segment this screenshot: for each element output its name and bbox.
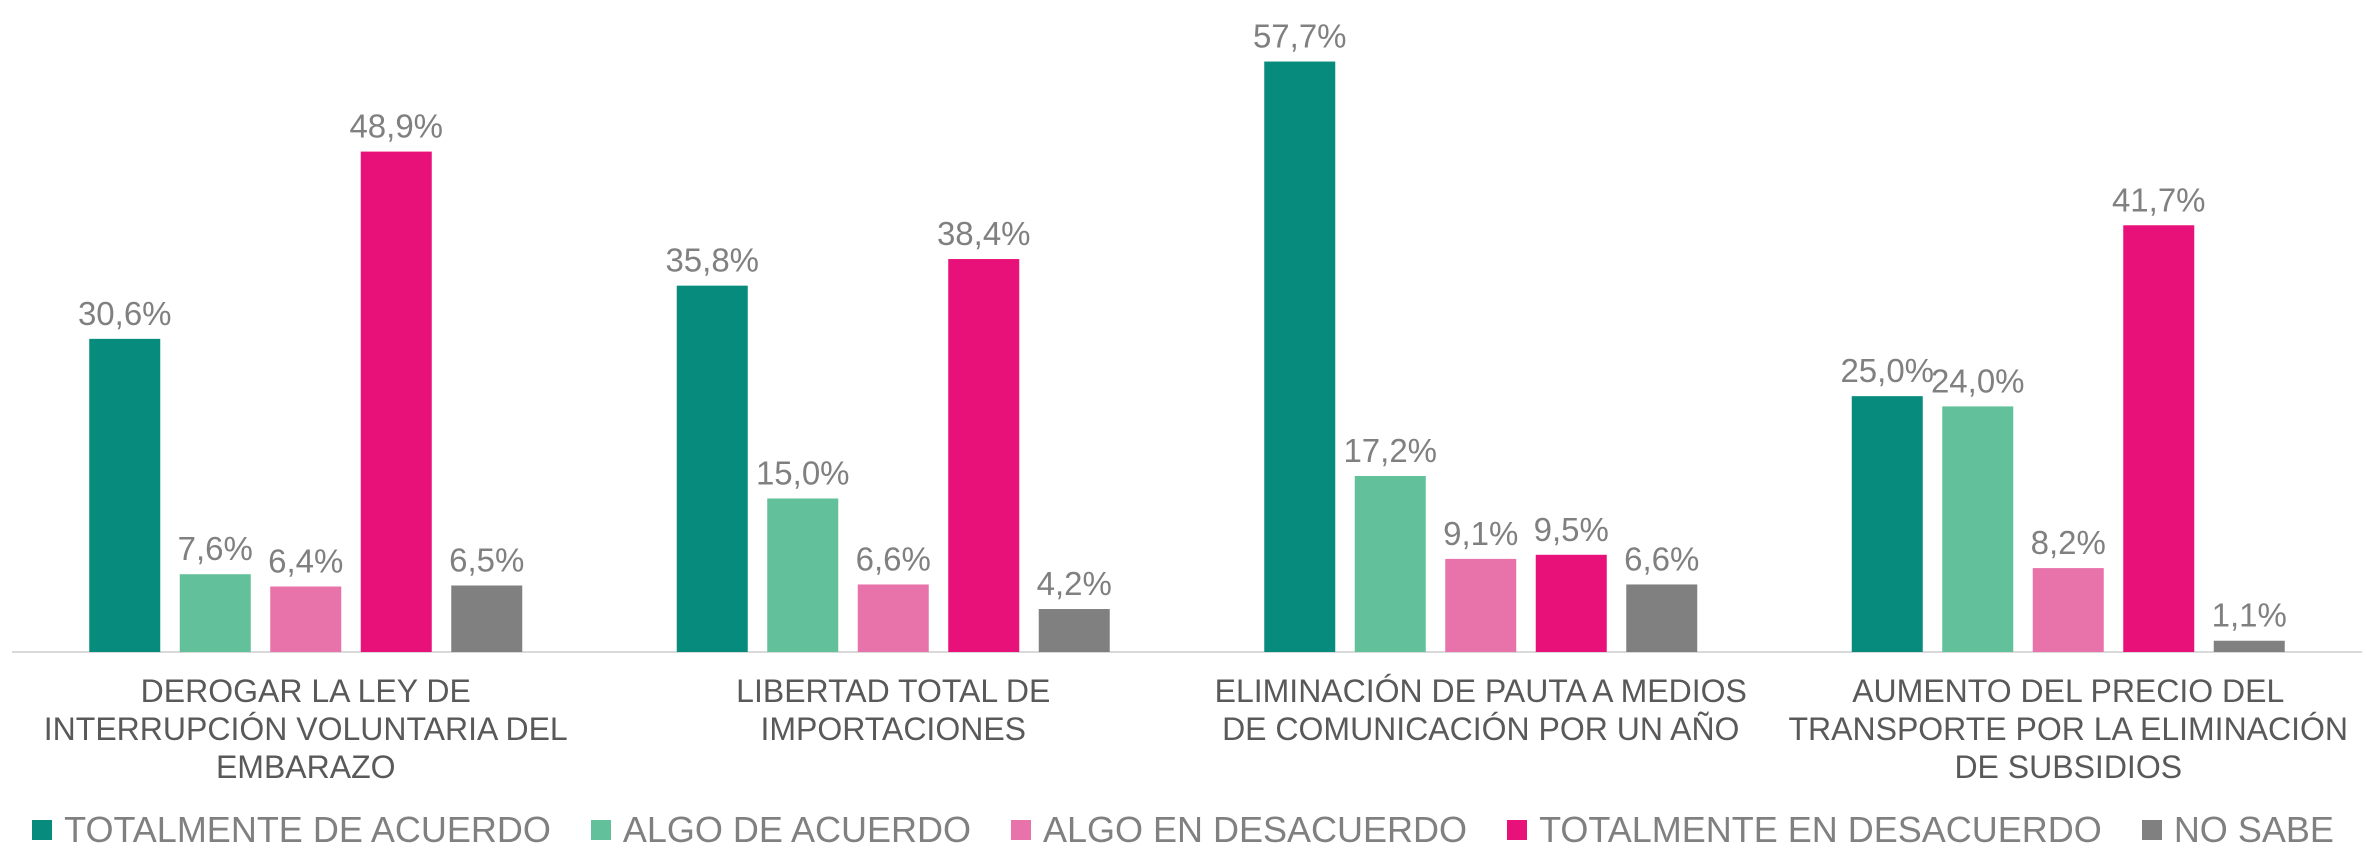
legend-swatch	[1010, 820, 1031, 840]
value-label: 6,5%	[449, 541, 524, 578]
legend-label: NO SABE	[2173, 809, 2334, 850]
bar	[857, 584, 929, 652]
value-label: 6,6%	[856, 540, 931, 577]
value-label: 48,9%	[349, 108, 443, 145]
value-label: 9,1%	[1443, 515, 1518, 552]
bar	[948, 259, 1020, 652]
legend-item: NO SABE	[2141, 809, 2334, 850]
legend-swatch	[590, 820, 611, 840]
bar	[767, 498, 839, 652]
legend-item: ALGO DE ACUERDO	[590, 809, 971, 850]
bar	[1264, 61, 1336, 652]
bar	[270, 586, 342, 652]
bar	[1038, 609, 1110, 652]
x-tick-label: AUMENTO DEL PRECIO DEL TRANSPORTE POR LA…	[1788, 673, 2349, 785]
bar	[451, 585, 523, 652]
legend-label: TOTALMENTE EN DESACUERDO	[1539, 809, 2102, 850]
value-label: 38,4%	[937, 215, 1031, 252]
legend-item: ALGO EN DESACUERDO	[1010, 809, 1468, 850]
x-tick-label: LIBERTAD TOTAL DE IMPORTACIONES	[736, 673, 1051, 747]
value-label: 15,0%	[756, 455, 850, 492]
value-label: 8,2%	[2031, 524, 2106, 561]
legend-swatch	[1507, 820, 1528, 840]
bar	[2032, 568, 2104, 652]
bar	[179, 574, 251, 652]
x-tick-label: ELIMINACIÓN DE PAUTA A MEDIOS DE COMUNIC…	[1214, 673, 1747, 747]
value-label: 57,7%	[1253, 18, 1347, 55]
value-label: 41,7%	[2112, 181, 2206, 218]
bar	[1535, 554, 1607, 652]
bar	[676, 285, 748, 652]
value-label: 9,5%	[1534, 511, 1609, 548]
value-label: 24,0%	[1931, 362, 2025, 399]
legend-label: ALGO DE ACUERDO	[622, 809, 971, 850]
value-label: 35,8%	[665, 242, 759, 279]
legend: TOTALMENTE DE ACUERDO ALGO DE ACUERDO ALGO…	[0, 810, 2366, 850]
value-label: 6,6%	[1624, 540, 1699, 577]
bar	[1851, 396, 1923, 652]
value-label: 6,4%	[268, 543, 343, 580]
value-label: 4,2%	[1037, 565, 1112, 602]
legend-swatch	[2141, 820, 2162, 840]
value-label: 30,6%	[78, 295, 172, 332]
bar	[1354, 475, 1426, 652]
legend-item: TOTALMENTE DE ACUERDO	[32, 810, 551, 850]
bar	[1445, 558, 1517, 652]
bar	[2123, 225, 2195, 652]
plot-area: 30,6% 7,6% 6,4% 48,9% 6,5% 35,8% 15,0% 6,6% 38,4…	[12, 18, 2362, 653]
legend-item: TOTALMENTE EN DESACUERDO	[1507, 810, 2102, 850]
bar	[1942, 406, 2014, 652]
value-label: 1,1%	[2212, 597, 2287, 634]
value-label: 25,0%	[1840, 352, 1934, 389]
x-tick-label: DEROGAR LA LEY DE INTERRUPCIÓN VOLUNTARI…	[43, 673, 568, 785]
legend-label: TOTALMENTE DE ACUERDO	[64, 809, 551, 850]
bar	[89, 338, 161, 652]
bar	[1626, 584, 1698, 652]
bar	[2213, 640, 2285, 652]
value-label: 17,2%	[1343, 432, 1437, 469]
value-label: 7,6%	[178, 530, 253, 567]
legend-swatch	[32, 820, 53, 840]
bar	[360, 151, 432, 652]
legend-label: ALGO EN DESACUERDO	[1042, 809, 1468, 850]
